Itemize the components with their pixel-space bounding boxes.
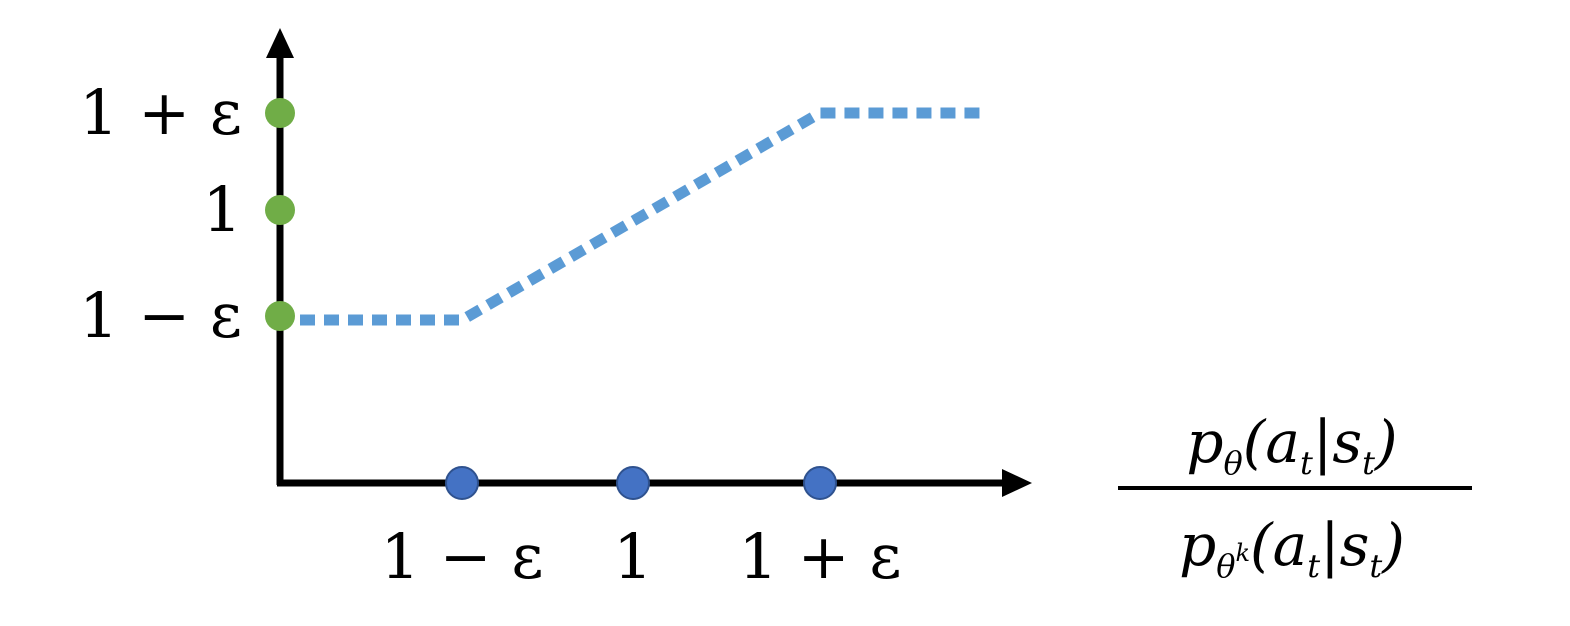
x-tick-label: 1 − ε — [381, 520, 544, 593]
x-axis-label: pθ(at|st) pθk(at|st) — [1118, 408, 1472, 585]
y-tick-label: 1 — [203, 173, 242, 246]
x-tick-label: 1 + ε — [739, 520, 902, 593]
x-tick-marker — [616, 466, 650, 500]
y-tick-label: 1 − ε — [79, 279, 242, 352]
y-tick-marker — [265, 195, 295, 225]
x-tick-marker — [445, 466, 479, 500]
y-axis-arrowhead — [266, 28, 294, 58]
y-tick-marker — [265, 301, 295, 331]
series-line — [300, 107, 988, 326]
series-polyline — [300, 107, 988, 326]
x-tick-label: 1 — [613, 520, 652, 593]
svg-text:pθk(at|st): pθk(at|st) — [1179, 511, 1405, 585]
y-tick-marker — [265, 98, 295, 128]
x-axis-arrowhead — [1002, 469, 1032, 497]
x-tick-marker — [803, 466, 837, 500]
y-tick-label: 1 + ε — [79, 76, 242, 149]
svg-text:pθ(at|st): pθ(at|st) — [1186, 408, 1397, 482]
